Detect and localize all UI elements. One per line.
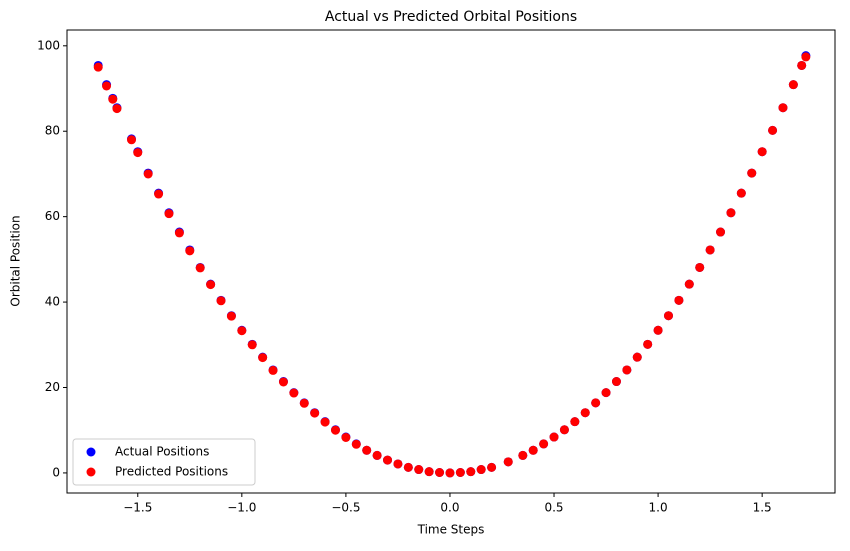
point [601,388,611,398]
point [268,365,278,375]
point [310,408,320,418]
point [736,188,746,198]
point [127,135,137,145]
point [797,60,807,70]
point [591,398,601,408]
legend-marker [86,447,96,457]
point [330,425,340,435]
point [674,295,684,305]
point [108,94,118,104]
point [216,296,226,306]
point [768,125,778,135]
legend-label: Predicted Positions [115,465,228,479]
point [455,467,465,477]
point [289,388,299,398]
point [112,104,122,114]
point [695,262,705,272]
x-tick-label: −1.5 [123,501,152,515]
point [726,208,736,218]
x-tick-label: 1.5 [753,501,772,515]
point [747,168,757,178]
point [237,326,247,336]
point [528,445,538,455]
y-tick-label: 100 [37,38,60,52]
point [716,227,726,237]
x-tick-label: −0.5 [331,501,360,515]
point [476,465,486,475]
x-tick-label: 1.0 [649,501,668,515]
point [206,280,216,290]
point [93,62,103,72]
y-tick-label: 80 [45,124,60,138]
point [174,228,184,238]
y-tick-label: 60 [45,209,60,223]
y-tick-label: 20 [45,380,60,394]
point [801,52,811,62]
point [705,245,715,255]
legend-box [72,438,256,486]
point [320,417,330,427]
point [788,80,798,90]
point [684,279,694,289]
y-tick-label: 0 [52,465,60,479]
point [518,450,528,460]
point [164,209,174,219]
point [351,439,361,449]
point [539,439,549,449]
x-axis-label: Time Steps [417,523,485,537]
point [487,462,497,472]
point [757,147,767,157]
point [226,311,236,321]
point [393,459,403,469]
point [102,81,112,91]
point [247,340,257,350]
x-tick-label: −1.0 [227,501,256,515]
point [559,425,569,435]
point [372,450,382,460]
point [195,263,205,273]
point [663,311,673,321]
point [622,365,632,375]
point [424,467,434,477]
point [143,169,153,179]
legend-marker [86,467,96,477]
point [445,468,455,478]
point [362,445,372,455]
point [278,377,288,387]
point [778,103,788,113]
point [435,467,445,477]
y-tick-label: 40 [45,295,60,309]
point [653,325,663,335]
point [383,455,393,465]
point [341,432,351,442]
plot-frame [66,29,836,494]
point [643,339,653,349]
point [466,467,476,477]
x-tick-label: 0.0 [440,501,459,515]
point [403,462,413,472]
point [632,352,642,362]
point [503,457,513,467]
point [580,408,590,418]
point [414,465,424,475]
point [133,148,143,158]
point [258,353,268,363]
chart-title: Actual vs Predicted Orbital Positions [325,9,577,25]
point [611,377,621,387]
point [154,189,164,199]
point [549,432,559,442]
y-axis-label: Orbital Position [9,215,23,306]
point [299,398,309,408]
x-tick-label: 0.5 [544,501,563,515]
point [570,417,580,427]
legend-label: Actual Positions [115,445,209,459]
point [185,246,195,256]
